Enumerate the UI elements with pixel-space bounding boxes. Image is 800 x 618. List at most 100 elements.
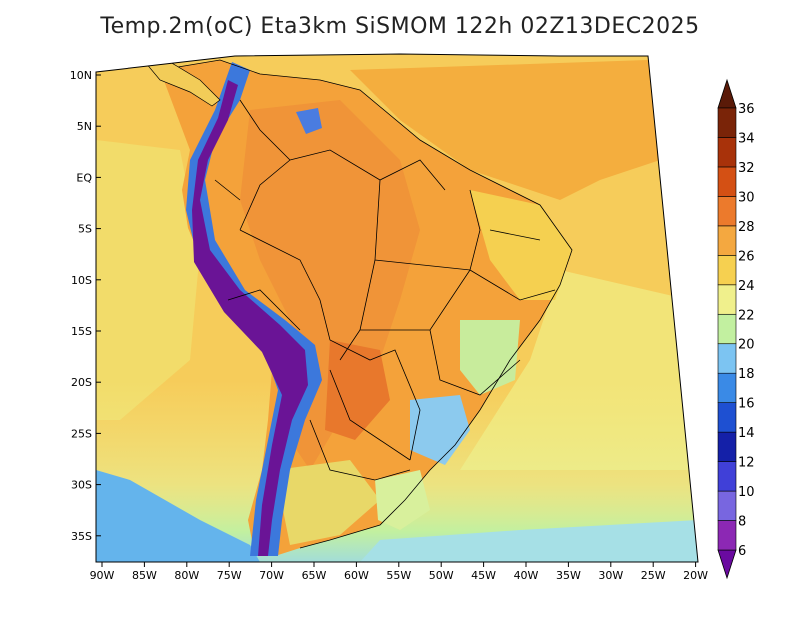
mg-highlands-region xyxy=(460,320,520,395)
lat-label: 20S xyxy=(71,376,92,389)
colorbar-label: 20 xyxy=(738,338,755,353)
lon-label: 20W xyxy=(683,569,708,582)
lat-tick-15s: 15S xyxy=(71,325,101,338)
interior-hot-region xyxy=(240,100,420,470)
lat-tick-10s: 10S xyxy=(71,274,101,287)
lat-tick-25s: 25S xyxy=(71,427,101,440)
colorbar-segment xyxy=(717,107,737,138)
lon-label: 70W xyxy=(259,569,284,582)
colorbar-segment xyxy=(717,255,737,286)
lon-label: 80W xyxy=(174,569,199,582)
lon-label: 85W xyxy=(132,569,157,582)
colorbar-label: 10 xyxy=(738,485,755,500)
map-title: Temp.2m(oC) Eta3km SiSMOM 122h 02Z13DEC2… xyxy=(100,14,700,39)
colorbar-label: 8 xyxy=(738,515,746,530)
lon-label: 25W xyxy=(641,569,666,582)
country-borders xyxy=(159,59,573,549)
colorbar-segment xyxy=(717,461,737,492)
lon-tick-35w: 35W xyxy=(556,562,581,582)
colorbar-label: 18 xyxy=(738,367,755,382)
chaco-hot-spot xyxy=(325,340,390,440)
south-pacific-cold xyxy=(96,470,260,562)
lat-tick-5s: 5S xyxy=(78,223,101,236)
colorbar-label: 28 xyxy=(738,220,755,235)
lon-tick-40w: 40W xyxy=(514,562,539,582)
uruguay-region xyxy=(375,470,430,530)
lon-tick-50w: 50W xyxy=(429,562,454,582)
lat-label: 25S xyxy=(71,427,92,440)
lon-label: 50W xyxy=(429,569,454,582)
colorbar-label: 14 xyxy=(738,426,755,441)
colorbar-segment xyxy=(717,520,737,551)
lat-label: EQ xyxy=(76,171,92,184)
colorbar-segment xyxy=(717,284,737,315)
argentina-cool-region xyxy=(275,460,380,545)
colorbar-label: 24 xyxy=(738,279,755,294)
central-america-land xyxy=(139,55,221,107)
lon-tick-90w: 90W xyxy=(90,562,115,582)
colorbar-segment xyxy=(717,343,737,374)
lon-tick-55w: 55W xyxy=(386,562,411,582)
colorbar-segment xyxy=(717,196,737,227)
south-america-coastline xyxy=(159,59,573,549)
colorbar-label: 16 xyxy=(738,397,755,412)
warm-atlantic-region xyxy=(350,60,660,200)
lon-tick-25w: 25W xyxy=(641,562,666,582)
colorbar-segment xyxy=(717,225,737,256)
lon-label: 45W xyxy=(471,569,496,582)
lon-tick-30w: 30W xyxy=(598,562,623,582)
lat-label: 30S xyxy=(71,479,92,492)
colorbar-label: 26 xyxy=(738,249,755,264)
longitude-axis: 90W 85W 80W 75W 70W 65W 60W 55W 50W 45W 40W 35W 30W 2… xyxy=(90,562,708,582)
lon-tick-20w: 20W xyxy=(683,562,708,582)
lat-tick-30s: 30S xyxy=(71,479,101,492)
lon-tick-70w: 70W xyxy=(259,562,284,582)
south-atlantic-cold xyxy=(360,520,698,562)
lon-label: 90W xyxy=(90,569,115,582)
lon-label: 55W xyxy=(386,569,411,582)
lon-label: 30W xyxy=(598,569,623,582)
lat-tick-5n: 5N xyxy=(77,120,101,133)
colorbar-label: 6 xyxy=(738,544,746,559)
lon-tick-75w: 75W xyxy=(217,562,242,582)
lon-label: 60W xyxy=(344,569,369,582)
colorbar-segment xyxy=(717,166,737,197)
lon-label: 75W xyxy=(217,569,242,582)
pacific-mild-region xyxy=(96,140,200,420)
lat-label: 35S xyxy=(71,530,92,543)
andean-borders xyxy=(214,99,301,331)
colorbar-segment xyxy=(717,372,737,403)
southern-cone-borders xyxy=(309,369,411,481)
colorbar: 6 8 10 12 14 16 18 20 22 24 26 28 30 32 34 36 xyxy=(717,78,755,580)
colorbar-max-arrow xyxy=(717,78,737,109)
lon-tick-60w: 60W xyxy=(344,562,369,582)
colorbar-segment xyxy=(717,490,737,521)
colorbar-label: 22 xyxy=(738,308,755,323)
lat-label: 10S xyxy=(71,274,92,287)
lon-tick-45w: 45W xyxy=(471,562,496,582)
colorbar-label: 32 xyxy=(738,161,755,176)
map-frame xyxy=(95,53,699,563)
southeast-cool-region xyxy=(410,395,470,465)
colorbar-label: 34 xyxy=(738,131,755,146)
colorbar-segment xyxy=(717,431,737,462)
colorbar-segment xyxy=(717,137,737,168)
state-borders xyxy=(339,179,556,396)
colorbar-label: 12 xyxy=(738,456,755,471)
lat-label: 5S xyxy=(78,223,92,236)
lat-tick-35s: 35S xyxy=(71,530,101,543)
colorbar-label: 30 xyxy=(738,190,755,205)
colorbar-label: 36 xyxy=(738,102,755,117)
temperature-field xyxy=(96,54,698,562)
latitude-axis: 10N 5N EQ 5S 10S 15S 20S 25S 30S 35S xyxy=(70,69,101,543)
northeast-brazil-region xyxy=(470,190,572,300)
colorbar-segment xyxy=(717,313,737,345)
lat-label: 15S xyxy=(71,325,92,338)
lon-tick-65w: 65W xyxy=(302,562,327,582)
lon-label: 35W xyxy=(556,569,581,582)
andes-cold-core xyxy=(192,80,308,556)
lat-label: 5N xyxy=(77,120,92,133)
lat-tick-10n: 10N xyxy=(70,69,101,82)
lon-tick-80w: 80W xyxy=(174,562,199,582)
